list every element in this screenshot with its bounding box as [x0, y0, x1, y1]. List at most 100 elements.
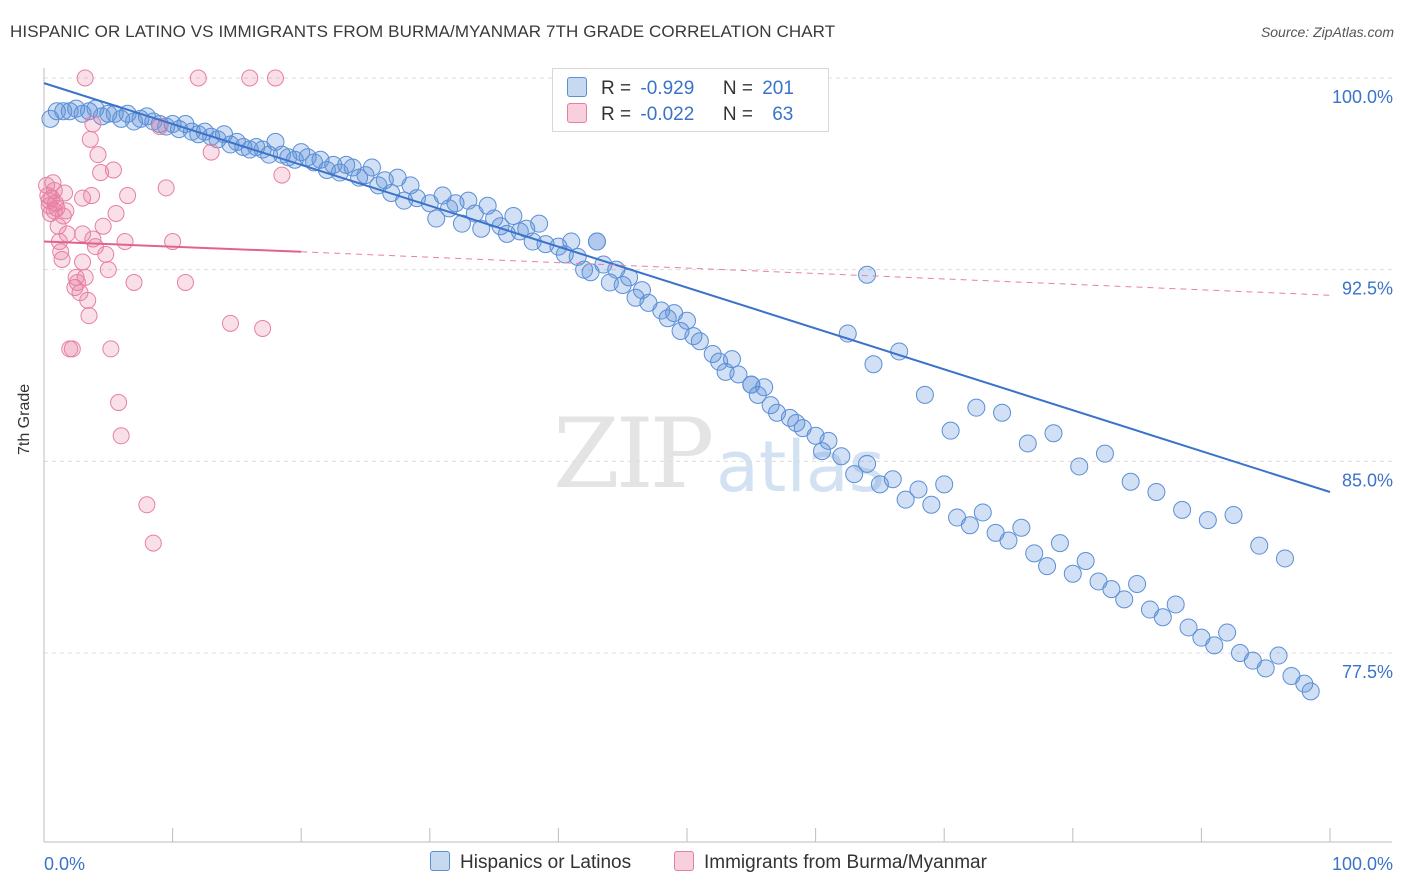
trend-lines: [43, 82, 1331, 493]
trend-line-burma: [43, 240, 302, 253]
point-hispanic: [1025, 544, 1044, 563]
legend-row-burma: R = -0.022 N = 63: [567, 103, 793, 127]
point-hispanic: [1044, 424, 1063, 443]
tick-labels: 100.0% 92.5% 85.0% 77.5% 0.0% 100.0%: [44, 87, 1393, 874]
point-hispanic: [832, 447, 851, 466]
point-burma: [157, 179, 175, 197]
point-hispanic: [504, 207, 523, 225]
legend-swatch-pink: [567, 103, 587, 123]
point-burma: [92, 164, 110, 182]
bottom-legend-swatch-pink: [674, 851, 694, 871]
point-burma: [89, 146, 107, 164]
chart-title: HISPANIC OR LATINO VS IMMIGRANTS FROM BU…: [10, 22, 836, 41]
point-burma: [56, 184, 74, 202]
point-hispanic: [1102, 580, 1121, 599]
point-burma: [54, 207, 72, 225]
point-burma: [40, 192, 58, 210]
point-hispanic: [587, 232, 606, 251]
legend-n-label: N =: [722, 78, 753, 99]
point-burma: [53, 250, 71, 268]
point-hispanic: [1147, 483, 1166, 501]
point-hispanic: [678, 311, 696, 330]
y-tick-label: 100.0%: [1332, 87, 1393, 107]
point-burma: [241, 69, 259, 87]
point-hispanic: [999, 531, 1018, 550]
point-hispanic: [883, 470, 902, 489]
point-hispanic: [1218, 623, 1237, 642]
point-burma: [254, 319, 272, 337]
y-tick-label: 92.5%: [1342, 279, 1393, 299]
point-hispanic: [1173, 500, 1192, 519]
point-hispanic: [1166, 595, 1185, 614]
point-hispanic: [176, 115, 195, 133]
point-hispanic: [1018, 434, 1037, 453]
point-hispanic: [973, 503, 992, 522]
point-hispanic: [742, 375, 761, 394]
point-hispanic: [1301, 682, 1320, 701]
point-burma: [125, 273, 143, 291]
point-hispanic: [941, 421, 960, 440]
point-hispanic: [935, 475, 954, 494]
point-burma: [202, 143, 220, 161]
point-hispanic: [1128, 575, 1147, 593]
axes: [43, 68, 1392, 843]
point-hispanic: [1250, 536, 1269, 555]
bottom-legend-hispanic: Hispanics or Latinos: [430, 851, 631, 875]
point-hispanic: [723, 350, 742, 369]
point-burma: [116, 233, 134, 251]
point-hispanic: [1198, 511, 1217, 530]
point-hispanic: [1153, 608, 1172, 627]
point-hispanic: [1095, 444, 1114, 463]
point-burma: [221, 314, 239, 332]
point-hispanic: [1115, 590, 1134, 609]
point-burma: [119, 187, 137, 205]
point-hispanic: [1179, 618, 1198, 637]
point-burma: [81, 130, 99, 148]
trend-line-burma-extension: [301, 251, 1331, 296]
legend-n-label: N =: [722, 104, 753, 125]
y-tick-label: 77.5%: [1342, 662, 1393, 682]
point-hispanic: [1224, 506, 1243, 524]
legend-r-label: R =: [601, 104, 632, 125]
point-hispanic: [858, 265, 877, 284]
point-hispanic: [896, 490, 915, 509]
point-hispanic: [1076, 552, 1095, 570]
point-hispanic: [530, 214, 549, 233]
watermark-atlas: atlas: [716, 426, 886, 508]
point-burma: [138, 496, 156, 514]
point-burma: [97, 245, 115, 263]
point-burma: [176, 273, 194, 291]
point-burma: [45, 202, 63, 220]
point-burma: [107, 204, 125, 222]
legend-n-value: 201: [762, 78, 794, 99]
point-hispanic: [960, 516, 979, 535]
point-hispanic: [324, 155, 343, 174]
point-burma: [57, 202, 75, 220]
trend-line-hispanic: [43, 82, 1331, 493]
point-hispanic: [613, 276, 632, 294]
watermark-zip: ZIP: [553, 398, 714, 510]
point-burma: [63, 340, 81, 358]
bottom-legend-swatch-blue: [430, 851, 450, 871]
point-hispanic: [813, 442, 832, 461]
point-burma: [112, 427, 130, 445]
point-hispanic: [356, 166, 375, 185]
point-hispanic: [761, 396, 780, 415]
point-hispanic: [47, 102, 66, 121]
point-hispanic: [1050, 534, 1069, 553]
point-burma: [151, 118, 169, 136]
point-hispanic: [1295, 674, 1314, 693]
bottom-legend-label: Hispanics or Latinos: [460, 852, 632, 873]
point-hispanic: [967, 398, 986, 417]
point-hispanic: [915, 385, 934, 404]
point-burma: [74, 253, 92, 271]
point-burma: [74, 189, 92, 207]
point-burma: [76, 268, 94, 286]
legend-r-label: R =: [601, 78, 632, 99]
point-hispanic: [1205, 636, 1224, 655]
point-burma: [189, 69, 207, 87]
legend-r-value: -0.022: [640, 104, 695, 125]
point-hispanic: [922, 495, 941, 514]
point-hispanic: [729, 365, 748, 384]
